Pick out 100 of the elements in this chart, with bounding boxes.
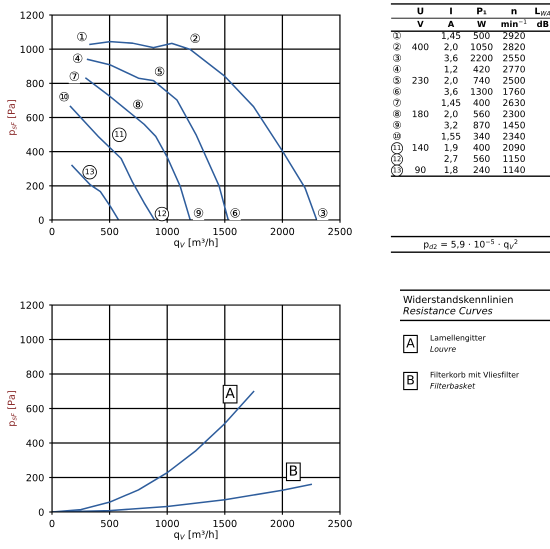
y-tick-label: 400	[26, 148, 44, 156]
y-axis-title: p$_{sF}$ [Pa]	[7, 391, 17, 426]
text: 1050	[471, 43, 492, 50]
y-tick-label: 1200	[20, 301, 44, 309]
category-label: P₁	[477, 8, 486, 14]
x-tick-label: 1500	[213, 520, 237, 528]
text: 2090	[503, 144, 525, 151]
text: 1,45	[442, 99, 460, 108]
text: 1760	[504, 88, 525, 95]
y-tick-label: 400	[26, 439, 44, 447]
text: Resistance Curves	[403, 306, 492, 314]
text: 1150	[504, 155, 525, 162]
line-series	[71, 164, 120, 220]
line-series	[86, 58, 230, 220]
category-label: ①	[393, 32, 401, 40]
x-tick-label: 0	[50, 228, 54, 236]
text: 90	[415, 166, 426, 174]
text: dB	[537, 20, 548, 28]
category-label: ⑩	[393, 132, 401, 140]
text: 2500	[503, 76, 525, 84]
annotation: ⑨	[194, 208, 204, 218]
text: p$_{d2}$ = 5,9 · 10$^{−5}$ · q$_{V}$$^{2}$	[424, 239, 518, 250]
text: 400	[412, 43, 428, 50]
text: 230	[412, 76, 428, 84]
x-tick-label: 1000	[156, 520, 179, 528]
text: 1300	[471, 88, 492, 95]
text: 2300	[503, 110, 525, 118]
text: 2,0	[444, 76, 458, 85]
y-tick-label: 600	[26, 114, 44, 122]
text: 2,0	[444, 110, 458, 118]
x-tick-label: 2500	[328, 520, 352, 528]
annotation: ⑤	[154, 66, 164, 76]
x-tick-label: 1000	[156, 228, 179, 236]
annotation: ⑩	[59, 92, 69, 102]
line-series	[85, 77, 192, 220]
category-label: ⑥	[393, 87, 401, 96]
y-tick-label: 1000	[20, 46, 44, 53]
text: 2630	[503, 99, 525, 106]
x-axis-title: q$_{V}$ [m³/h]	[174, 238, 218, 248]
text: 2770	[503, 66, 525, 73]
text: 560	[474, 155, 490, 162]
text: 560	[474, 110, 490, 118]
y-tick-label: 0	[38, 216, 44, 224]
text: 1,55	[442, 132, 460, 141]
y-tick-label: 200	[26, 182, 44, 190]
x-axis-title: q$_{V}$ [m³/h]	[174, 530, 218, 540]
category-label: U	[418, 8, 424, 14]
category-label: I	[450, 8, 452, 14]
text: 340	[474, 132, 490, 140]
text: 1,2	[444, 66, 458, 74]
text: 2,0	[444, 43, 458, 52]
category-label: L$_{WA}$	[535, 8, 550, 16]
text: 420	[473, 66, 490, 73]
text: 1,9	[444, 144, 458, 152]
x-tick-label: 500	[101, 520, 118, 528]
text: 140	[412, 144, 428, 151]
annotation: B	[290, 466, 298, 476]
annotation: A	[225, 388, 235, 398]
text: 2340	[503, 132, 525, 140]
text: 1,45	[442, 32, 460, 40]
annotation: ①	[77, 32, 87, 42]
y-tick-label: 1200	[20, 11, 44, 19]
category-label: ②	[393, 42, 401, 51]
category-label: ⑤	[393, 76, 401, 84]
annotation: ⑧	[133, 100, 143, 110]
category-label: ③	[393, 54, 401, 62]
text: W	[477, 20, 486, 27]
category-label: ⑦	[393, 98, 401, 106]
annotation: ②	[190, 34, 200, 43]
text: 3,6	[444, 88, 458, 96]
text: A	[448, 20, 454, 27]
text: 180	[412, 110, 428, 118]
annotation: ③	[318, 208, 328, 218]
text: Widerstandskennlinien	[403, 296, 513, 304]
text: 1,8	[444, 166, 458, 174]
text: 2550	[503, 54, 525, 62]
y-tick-label: 600	[26, 404, 44, 412]
category-label: B	[407, 375, 414, 384]
text: 1450	[504, 122, 525, 128]
x-tick-label: 2000	[270, 228, 294, 236]
text: 400	[473, 144, 490, 151]
text: min$^{−1}$	[501, 20, 526, 27]
text: 2920	[503, 32, 525, 40]
text: 240	[474, 166, 490, 174]
text: 500	[474, 32, 490, 40]
x-tick-label: 2000	[270, 520, 294, 528]
category-label: n	[512, 9, 517, 14]
text: 2820	[503, 43, 525, 50]
y-tick-label: 200	[26, 474, 44, 482]
text: 2,7	[444, 155, 458, 163]
annotation: ⑦	[70, 72, 80, 81]
y-axis-title: p$_{sF}$ [Pa]	[7, 100, 17, 135]
annotation: ④	[73, 54, 82, 63]
category-label: ⑧	[393, 110, 401, 118]
y-tick-label: 1000	[20, 336, 44, 344]
text: 3,6	[444, 54, 458, 62]
text: 2200	[470, 54, 492, 62]
text: 400	[473, 99, 490, 106]
annotation: ⑥	[230, 208, 240, 218]
text: 3,2	[444, 122, 458, 130]
